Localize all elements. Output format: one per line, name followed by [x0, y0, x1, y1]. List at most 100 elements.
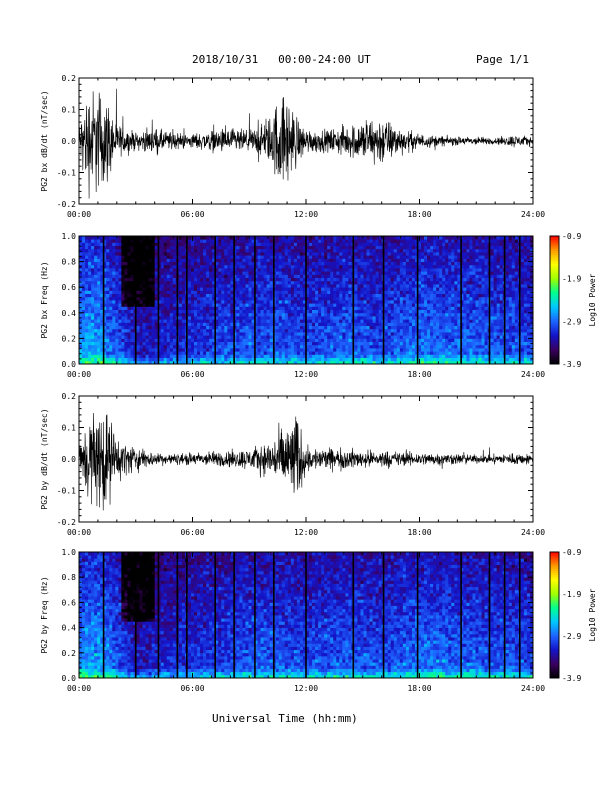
heatmap-cell [239, 261, 243, 266]
heatmap-cell [414, 344, 419, 349]
heatmap-cell [88, 296, 92, 301]
heatmap-cell [245, 236, 249, 240]
heatmap-cell [424, 344, 428, 349]
heatmap-cell [369, 316, 373, 320]
heatmap-cell [357, 290, 361, 294]
heatmap-cell [166, 322, 171, 326]
heatmap-cell [248, 264, 252, 269]
heatmap-cell [405, 357, 410, 362]
heatmap-cell [169, 274, 174, 278]
heatmap-cell [103, 248, 107, 253]
heatmap-cell [206, 338, 210, 342]
heatmap-cell [82, 280, 86, 285]
heatmap-cell [278, 239, 283, 243]
heatmap-cell [221, 309, 225, 314]
heatmap-cell [290, 274, 295, 278]
heatmap-cell [284, 296, 289, 301]
heatmap-cell [91, 360, 95, 365]
heatmap-cell [402, 341, 407, 346]
heatmap-cell [363, 264, 367, 269]
heatmap-cell [218, 258, 222, 262]
heatmap-cell [296, 284, 301, 288]
heatmap-cell [127, 309, 131, 314]
heatmap-cell [354, 319, 358, 323]
heatmap-cell [284, 354, 289, 358]
heatmap-cell [218, 287, 222, 291]
heatmap-cell [342, 293, 346, 298]
heatmap-cell [390, 248, 395, 253]
heatmap-cell [148, 348, 153, 352]
heatmap-cell [366, 255, 370, 259]
heatmap-cell [284, 338, 289, 342]
heatmap-cell [363, 239, 367, 243]
heatmap-cell [442, 341, 446, 346]
heatmap-cell [257, 335, 261, 339]
heatmap-cell [293, 351, 298, 355]
heatmap-cell [218, 268, 222, 272]
heatmap-cell [402, 328, 407, 333]
heatmap-cell [142, 322, 146, 326]
heatmap-cell [112, 357, 116, 362]
heatmap-cell [124, 293, 128, 298]
heatmap-cell [339, 264, 343, 269]
heatmap-cell [103, 316, 107, 320]
heatmap-cell [248, 290, 252, 294]
heatmap-cell [194, 261, 198, 266]
heatmap-cell [251, 309, 255, 314]
heatmap-cell [318, 258, 322, 262]
heatmap-cell [287, 242, 292, 246]
heatmap-cell [206, 264, 210, 269]
heatmap-cell [309, 242, 313, 246]
heatmap-cell [442, 277, 446, 282]
heatmap-cell [163, 252, 168, 256]
heatmap-cell [142, 325, 146, 330]
heatmap-cell [312, 351, 316, 355]
heatmap-cell [145, 236, 150, 240]
heatmap-cell [100, 322, 104, 326]
heatmap-cell [348, 354, 352, 358]
heatmap-cell [369, 287, 373, 291]
heatmap-cell [339, 348, 343, 352]
heatmap-cell [309, 264, 313, 269]
heatmap-cell [339, 261, 343, 266]
heatmap-cell [236, 252, 240, 256]
heatmap-cell [424, 271, 428, 275]
heatmap-cell [417, 338, 422, 342]
heatmap-cell [263, 284, 268, 288]
heatmap-cell [281, 344, 286, 349]
heatmap-cell [130, 274, 134, 278]
heatmap-cell [327, 261, 331, 266]
heatmap-cell [160, 261, 165, 266]
heatmap-cell [82, 309, 86, 314]
heatmap-cell [242, 312, 246, 317]
heatmap-cell [160, 284, 165, 288]
heatmap-cell [203, 264, 207, 269]
heatmap-cell [421, 261, 425, 266]
heatmap-cell [206, 293, 210, 298]
heatmap-cell [309, 325, 313, 330]
heatmap-cell [330, 287, 334, 291]
heatmap-cell [85, 360, 89, 365]
heatmap-cell [257, 332, 261, 336]
heatmap-cell [218, 242, 222, 246]
heatmap-cell [375, 255, 380, 259]
heatmap-cell [97, 268, 101, 272]
heatmap-cell [94, 335, 98, 339]
heatmap-cell [227, 338, 231, 342]
heatmap-cell [100, 271, 104, 275]
heatmap-cell [339, 303, 343, 307]
heatmap-cell [375, 268, 380, 272]
heatmap-cell [88, 348, 92, 352]
heatmap-cell [390, 306, 395, 310]
heatmap-cell [421, 274, 425, 278]
heatmap-cell [324, 264, 328, 269]
heatmap-cell [275, 268, 280, 272]
heatmap-cell [233, 290, 237, 294]
heatmap-cell [118, 312, 122, 317]
heatmap-cell [414, 274, 419, 278]
heatmap-cell [115, 348, 119, 352]
heatmap-cell [405, 261, 410, 266]
heatmap-cell [293, 293, 298, 298]
heatmap-cell [169, 322, 174, 326]
heatmap-cell [290, 344, 295, 349]
